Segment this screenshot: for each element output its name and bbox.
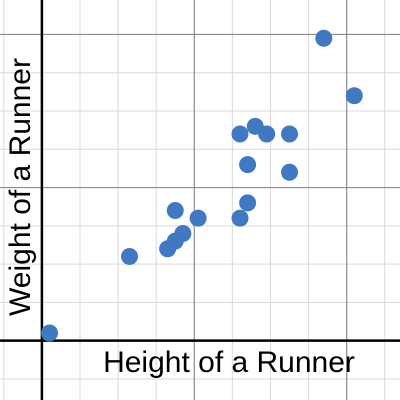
data-point [239,156,257,174]
data-point [41,324,59,342]
data-point [189,209,207,227]
data-point [281,125,299,143]
data-point [315,29,333,47]
data-point [281,163,299,181]
data-point [231,209,249,227]
data-point [239,194,257,212]
data-point [231,125,249,143]
data-point [258,125,276,143]
data-point [174,224,192,242]
data-points [41,29,363,342]
x-axis-label: Height of a Runner [103,346,355,379]
y-axis-label: Weight of a Runner [4,58,37,316]
data-point [121,247,139,265]
data-point [166,202,184,220]
data-point [345,87,363,105]
